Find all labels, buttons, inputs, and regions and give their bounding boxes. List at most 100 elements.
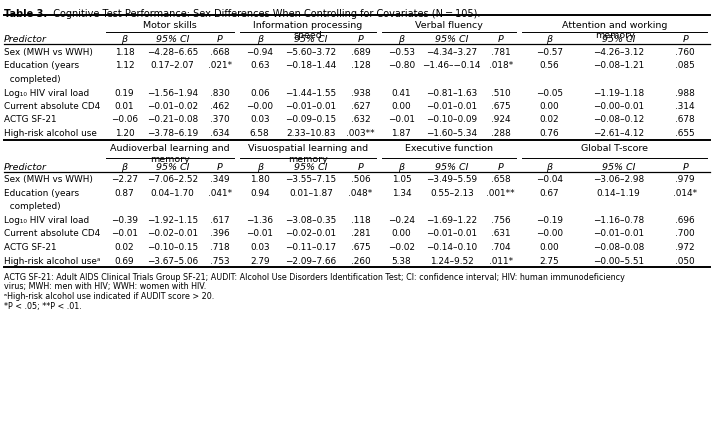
Text: .085: .085 xyxy=(675,61,695,71)
Text: −1.92–1.15: −1.92–1.15 xyxy=(147,215,198,224)
Text: 0.94: 0.94 xyxy=(250,189,269,197)
Text: .462: .462 xyxy=(210,102,229,111)
Text: Attention and working
memory: Attention and working memory xyxy=(562,21,667,40)
Text: −0.00: −0.00 xyxy=(536,229,563,238)
Text: ᵃHigh-risk alcohol use indicated if AUDIT score > 20.: ᵃHigh-risk alcohol use indicated if AUDI… xyxy=(4,291,214,300)
Text: −2.27: −2.27 xyxy=(111,175,138,184)
Text: β: β xyxy=(256,35,263,44)
Text: .370: .370 xyxy=(210,115,229,124)
Text: −0.00–5.51: −0.00–5.51 xyxy=(593,256,644,265)
Text: .704: .704 xyxy=(491,243,511,252)
Text: 0.55–2.13: 0.55–2.13 xyxy=(430,189,473,197)
Text: 0.03: 0.03 xyxy=(250,243,269,252)
Text: Executive function: Executive function xyxy=(405,144,493,153)
Text: Education (years: Education (years xyxy=(4,61,79,71)
Text: 1.80: 1.80 xyxy=(250,175,270,184)
Text: 2.75: 2.75 xyxy=(540,256,559,265)
Text: Sex (MWH vs WWH): Sex (MWH vs WWH) xyxy=(4,175,93,184)
Text: .700: .700 xyxy=(675,229,695,238)
Text: ACTG SF-21: ACTG SF-21 xyxy=(4,243,56,252)
Text: .041*: .041* xyxy=(208,189,231,197)
Text: 1.18: 1.18 xyxy=(114,48,134,57)
Text: −3.67–5.06: −3.67–5.06 xyxy=(147,256,198,265)
Text: 0.06: 0.06 xyxy=(250,88,269,97)
Text: −0.53: −0.53 xyxy=(388,48,415,57)
Text: −0.01–0.01: −0.01–0.01 xyxy=(593,229,644,238)
Text: −0.19: −0.19 xyxy=(536,215,563,224)
Text: 1.24–9.52: 1.24–9.52 xyxy=(430,256,473,265)
Text: 95% CI: 95% CI xyxy=(435,162,468,171)
Text: .634: .634 xyxy=(210,129,229,138)
Text: .988: .988 xyxy=(675,88,695,97)
Text: β: β xyxy=(398,35,404,44)
Text: P: P xyxy=(358,162,363,171)
Text: −0.01–0.02: −0.01–0.02 xyxy=(147,102,198,111)
Text: −0.08–0.08: −0.08–0.08 xyxy=(593,243,644,252)
Text: .314: .314 xyxy=(675,102,695,111)
Text: .678: .678 xyxy=(675,115,695,124)
Text: Log₁₀ HIV viral load: Log₁₀ HIV viral load xyxy=(4,215,89,224)
Text: −0.08–1.21: −0.08–1.21 xyxy=(593,61,644,71)
Text: .696: .696 xyxy=(675,215,695,224)
Text: Current absolute CD4: Current absolute CD4 xyxy=(4,102,100,111)
Text: β: β xyxy=(546,35,553,44)
Text: 0.00: 0.00 xyxy=(391,102,411,111)
Text: Cognitive Test Performance: Sex Differences When Controlling for Covariates (N =: Cognitive Test Performance: Sex Differen… xyxy=(47,9,481,19)
Text: Predictor: Predictor xyxy=(4,162,47,171)
Text: .021*: .021* xyxy=(208,61,231,71)
Text: 0.56: 0.56 xyxy=(540,61,559,71)
Text: −0.39: −0.39 xyxy=(111,215,138,224)
Text: 2.79: 2.79 xyxy=(250,256,269,265)
Text: 0.02: 0.02 xyxy=(115,243,134,252)
Text: .349: .349 xyxy=(210,175,229,184)
Text: P: P xyxy=(217,35,223,44)
Text: −0.94: −0.94 xyxy=(246,48,273,57)
Text: β: β xyxy=(121,162,128,171)
Text: P: P xyxy=(498,162,503,171)
Text: −0.11–0.17: −0.11–0.17 xyxy=(286,243,336,252)
Text: −4.34–3.27: −4.34–3.27 xyxy=(426,48,478,57)
Text: .972: .972 xyxy=(675,243,695,252)
Text: P: P xyxy=(358,35,363,44)
Text: .631: .631 xyxy=(491,229,511,238)
Text: .018*: .018* xyxy=(488,61,513,71)
Text: −0.01: −0.01 xyxy=(111,229,138,238)
Text: .260: .260 xyxy=(351,256,371,265)
Text: −5.60–3.72: −5.60–3.72 xyxy=(286,48,336,57)
Text: .001**: .001** xyxy=(486,189,515,197)
Text: −0.06: −0.06 xyxy=(111,115,138,124)
Text: Global T-score: Global T-score xyxy=(581,144,648,153)
Text: 0.00: 0.00 xyxy=(540,243,559,252)
Text: .050: .050 xyxy=(675,256,695,265)
Text: .048*: .048* xyxy=(348,189,373,197)
Text: −1.16–0.78: −1.16–0.78 xyxy=(593,215,644,224)
Text: .658: .658 xyxy=(491,175,511,184)
Text: Predictor: Predictor xyxy=(4,35,47,44)
Text: −0.10–0.15: −0.10–0.15 xyxy=(147,243,198,252)
Text: −1.56–1.94: −1.56–1.94 xyxy=(147,88,198,97)
Text: −0.18–1.44: −0.18–1.44 xyxy=(285,61,336,71)
Text: 95% CI: 95% CI xyxy=(602,35,635,44)
Text: .003**: .003** xyxy=(346,129,375,138)
Text: 95% CI: 95% CI xyxy=(294,162,328,171)
Text: Education (years: Education (years xyxy=(4,189,79,197)
Text: 0.63: 0.63 xyxy=(250,61,269,71)
Text: P: P xyxy=(217,162,223,171)
Text: Table 3.: Table 3. xyxy=(4,9,47,19)
Text: 95% CI: 95% CI xyxy=(156,35,189,44)
Text: 0.01–1.87: 0.01–1.87 xyxy=(289,189,333,197)
Text: −0.00: −0.00 xyxy=(246,102,273,111)
Text: −2.09–7.66: −2.09–7.66 xyxy=(286,256,336,265)
Text: .617: .617 xyxy=(210,215,229,224)
Text: Verbal fluency: Verbal fluency xyxy=(415,21,483,30)
Text: .675: .675 xyxy=(491,102,511,111)
Text: −0.04: −0.04 xyxy=(536,175,563,184)
Text: −0.01–0.01: −0.01–0.01 xyxy=(426,102,478,111)
Text: −3.78–6.19: −3.78–6.19 xyxy=(147,129,198,138)
Text: completed): completed) xyxy=(4,202,61,211)
Text: *P < .05; **P < .01.: *P < .05; **P < .01. xyxy=(4,301,81,310)
Text: .014*: .014* xyxy=(673,189,698,197)
Text: .118: .118 xyxy=(351,215,371,224)
Text: 0.87: 0.87 xyxy=(114,189,134,197)
Text: −0.14–0.10: −0.14–0.10 xyxy=(426,243,478,252)
